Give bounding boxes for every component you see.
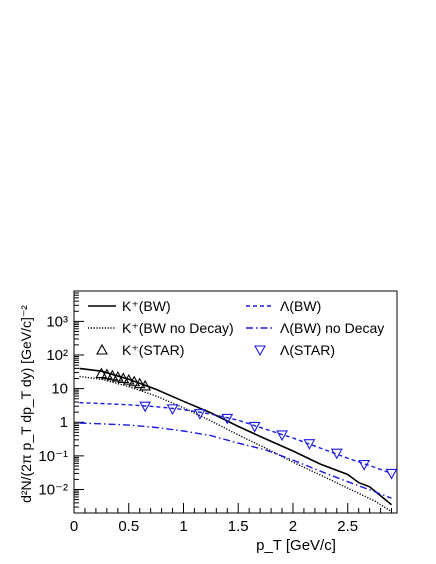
data-point-5	[248, 421, 261, 433]
y-tick-label: 10⁻²	[38, 481, 68, 498]
legend-marker	[96, 343, 108, 355]
y-tick-label: 10⁻¹	[38, 448, 68, 465]
data-point-5	[166, 404, 179, 415]
x-tick-label: 0	[70, 518, 78, 535]
data-point-2	[128, 375, 141, 387]
series-line-3	[79, 402, 392, 475]
x-tick-label: 1	[179, 518, 187, 535]
data-point-5	[358, 460, 371, 471]
data-point-2	[111, 370, 124, 382]
data-point-2	[133, 377, 146, 389]
axis-ticks	[73, 290, 393, 514]
data-point-5	[330, 448, 343, 460]
x-tick-labels: 0 0.5 1 1.5 2 2.5	[70, 518, 358, 535]
series-line-4	[79, 422, 392, 499]
x-axis-label: p_T [GeV/c]	[256, 537, 336, 554]
data-point-5	[221, 413, 234, 425]
legend-label: Λ(STAR)	[280, 342, 335, 358]
y-tick-labels: 10⁻² 10⁻¹ 1 10 10² 10³	[38, 313, 68, 498]
data-point-2	[122, 373, 135, 385]
data-point-2	[139, 379, 152, 391]
y-tick-label: 10	[51, 381, 68, 398]
y-tick-label: 1	[60, 414, 68, 431]
y-axis-label: d²N/(2π p_T dp_T dy) [GeV/c]⁻²	[18, 305, 34, 503]
legend-label: K⁺(BW)	[122, 298, 171, 314]
data-point-5	[276, 430, 288, 442]
y-tick-label: 10³	[46, 313, 68, 330]
x-tick-label: 1.5	[228, 518, 249, 535]
legend: K⁺(BW) K⁺(BW no Decay) K⁺(STAR) Λ(BW) Λ(BW) …	[88, 298, 384, 358]
legend-label: K⁺(STAR)	[122, 342, 184, 358]
x-tick-label: 2	[289, 518, 297, 535]
y-tick-label: 10²	[46, 347, 68, 364]
legend-label: Λ(BW)	[280, 298, 321, 314]
x-tick-label: 2.5	[337, 518, 358, 535]
legend-label: K⁺(BW no Decay)	[122, 320, 234, 336]
series-line-1	[79, 375, 392, 513]
data-point-5	[385, 468, 398, 480]
data-point-2	[95, 367, 108, 379]
legend-marker	[254, 345, 266, 357]
x-tick-label: 0.5	[118, 518, 139, 535]
legend-label: Λ(BW) no Decay	[280, 320, 384, 336]
data-point-2	[100, 368, 113, 380]
data-point-2	[106, 369, 119, 381]
data-point-2	[117, 372, 130, 384]
data-point-5	[139, 401, 152, 413]
data-point-5	[193, 409, 206, 420]
data-point-5	[303, 439, 316, 450]
series-line-0	[79, 367, 393, 506]
series-layer	[79, 367, 398, 513]
